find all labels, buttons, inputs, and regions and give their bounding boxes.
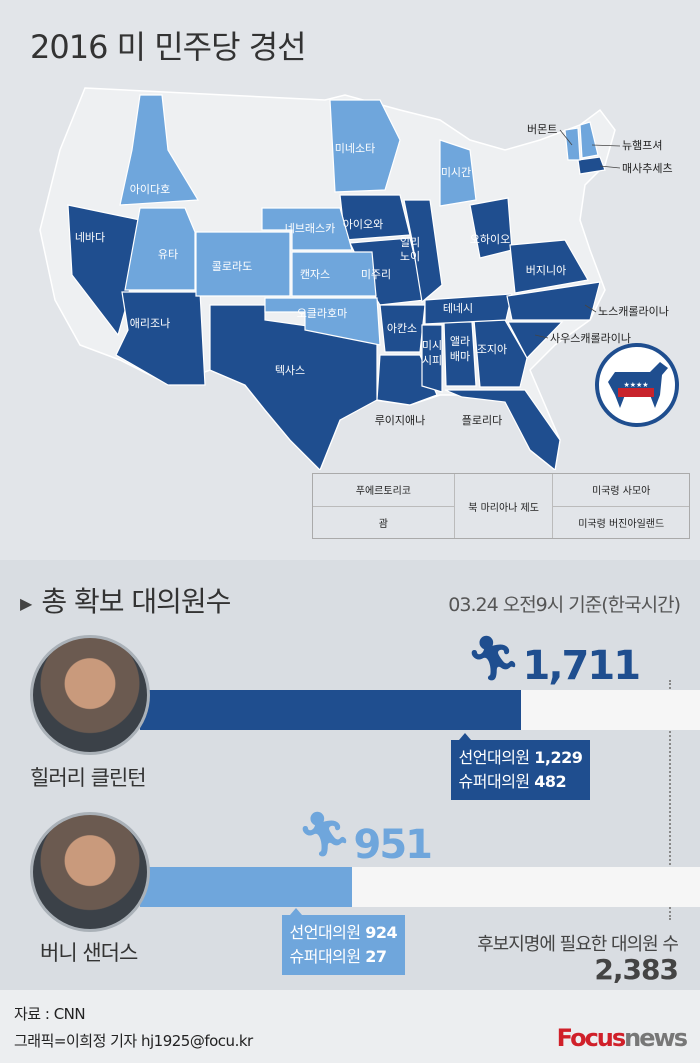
label-vermont: 버몬트 [527, 123, 557, 136]
territory-us-virgin-islands: 미국령 버진아일랜드 [578, 518, 665, 530]
label-louisiana: 루이지애나 [375, 414, 426, 427]
label-minnesota: 미네소타 [335, 142, 375, 155]
label-new-hampshire: 뉴햄프셔 [622, 139, 662, 152]
label-ohio: 오하이오 [470, 232, 510, 246]
state-new-hampshire[interactable] [579, 121, 599, 159]
clinton-total: 1,711 [522, 643, 642, 689]
label-massachusetts: 매사추세츠 [622, 162, 673, 175]
label-illinois-1: 일리 [400, 235, 420, 249]
pledged-label: 선언대의원 [289, 923, 362, 942]
sanders-photo [30, 812, 150, 932]
needed-label: 후보지명에 필요한 대의원 수 [477, 934, 679, 955]
footer [0, 990, 700, 1063]
super-value: 27 [365, 947, 387, 966]
pledged-value: 1,229 [534, 748, 583, 767]
label-idaho: 아이다호 [130, 183, 170, 196]
pledged-value: 924 [365, 923, 398, 942]
clinton-photo [30, 635, 150, 755]
state-virginia[interactable] [509, 239, 589, 294]
label-nevada: 네바다 [75, 231, 105, 244]
label-iowa: 아이오와 [343, 218, 383, 231]
state-north-carolina[interactable] [506, 281, 601, 321]
label-arizona: 애리조나 [130, 317, 170, 330]
state-massachusetts[interactable] [577, 156, 606, 175]
us-map: 네바다 아이다호 유타 애리조나 콜로라도 네브래스카 캔자스 오클라호마 텍사… [39, 87, 679, 470]
basis-time: 03.24 오전9시 기준(한국시간) [448, 594, 681, 616]
state-nevada[interactable] [67, 204, 141, 337]
democratic-donkey-icon: ★★★★ [595, 343, 679, 427]
state-mississippi[interactable] [421, 324, 443, 393]
label-oklahoma: 오클라호마 [297, 307, 348, 320]
label-georgia: 조지아 [477, 343, 507, 356]
label-florida: 플로리다 [462, 414, 502, 427]
label-alabama-1: 앨라 [450, 335, 470, 348]
label-mississippi-2: 시피 [422, 354, 442, 367]
state-minnesota[interactable] [329, 99, 401, 193]
label-missouri: 미주리 [361, 268, 391, 281]
state-arizona[interactable] [115, 291, 206, 386]
label-virginia: 버지니아 [526, 264, 566, 277]
pledged-label: 선언대의원 [458, 748, 531, 767]
state-illinois[interactable] [403, 199, 443, 304]
state-texas[interactable] [209, 304, 378, 470]
super-label: 슈퍼대의원 [289, 947, 362, 966]
state-michigan[interactable] [439, 139, 477, 207]
state-colorado[interactable] [195, 231, 291, 297]
territories-legend: 푸에르토리코 북 마리아나 제도 미국령 사모아 괌 미국령 버진아일랜드 [312, 473, 690, 539]
label-kansas: 캔자스 [300, 268, 330, 281]
sanders-total: 951 [353, 822, 433, 868]
territory-guam: 괌 [313, 506, 455, 538]
source: 자료 : CNN [14, 1005, 86, 1023]
clinton-breakdown: 선언대의원 1,229 슈퍼대의원 482 [450, 733, 591, 800]
sanders-breakdown: 선언대의원 924 슈퍼대의원 27 [281, 908, 406, 975]
label-arkansas: 아칸소 [387, 322, 417, 335]
label-south-carolina: 사우스캐롤라이나 [550, 332, 631, 345]
state-oklahoma[interactable] [264, 297, 381, 346]
runner-icon: 🏃︎ [465, 633, 522, 684]
label-nebraska: 네브래스카 [285, 222, 336, 235]
logo-focus: Focus [556, 1024, 627, 1052]
territory-northern-mariana: 북 마리아나 제도 [455, 474, 554, 538]
label-alabama-2: 배마 [450, 350, 470, 363]
territory-puerto-rico: 푸에르토리코 [313, 474, 455, 507]
super-value: 482 [534, 772, 567, 791]
credit: 그래픽=이희정 기자 hj1925@focu.kr [14, 1032, 253, 1050]
focusnews-logo: Focusnews [556, 1024, 688, 1052]
clinton-name: 힐러리 클린턴 [30, 766, 147, 790]
label-michigan: 미시간 [441, 166, 471, 179]
needed-value: 2,383 [594, 953, 679, 986]
label-utah: 유타 [158, 248, 178, 261]
state-utah[interactable] [124, 207, 196, 291]
state-vermont[interactable] [564, 127, 581, 161]
label-illinois-2: 노이 [400, 250, 420, 263]
state-south-carolina[interactable] [507, 321, 564, 360]
state-tennessee[interactable] [424, 293, 513, 325]
label-colorado: 콜로라도 [212, 260, 252, 273]
section-title-text: 총 확보 대의원수 [41, 585, 231, 618]
label-north-carolina: 노스캐롤라이나 [598, 305, 669, 318]
label-mississippi-1: 미시 [422, 339, 442, 352]
territory-american-samoa: 미국령 사모아 [553, 474, 689, 507]
runner-icon: 🏃︎ [296, 809, 353, 860]
state-idaho[interactable] [119, 94, 200, 206]
sanders-name: 버니 샌더스 [40, 941, 138, 965]
needed-line [669, 680, 671, 920]
label-texas: 텍사스 [275, 364, 305, 377]
state-kansas[interactable] [291, 251, 377, 297]
sanders-bar [140, 867, 352, 907]
page-title: 2016 미 민주당 경선 [30, 28, 307, 66]
state-arkansas[interactable] [379, 304, 426, 353]
state-florida[interactable] [444, 389, 561, 470]
super-label: 슈퍼대의원 [458, 772, 531, 791]
svg-text:★★★★: ★★★★ [623, 381, 648, 389]
logo-news: news [624, 1024, 688, 1052]
state-nebraska[interactable] [261, 207, 353, 251]
section-title: ▶ 총 확보 대의원수 [20, 580, 231, 620]
label-tennessee: 테네시 [443, 302, 473, 315]
triangle-icon: ▶ [20, 593, 32, 613]
clinton-bar [140, 690, 521, 730]
